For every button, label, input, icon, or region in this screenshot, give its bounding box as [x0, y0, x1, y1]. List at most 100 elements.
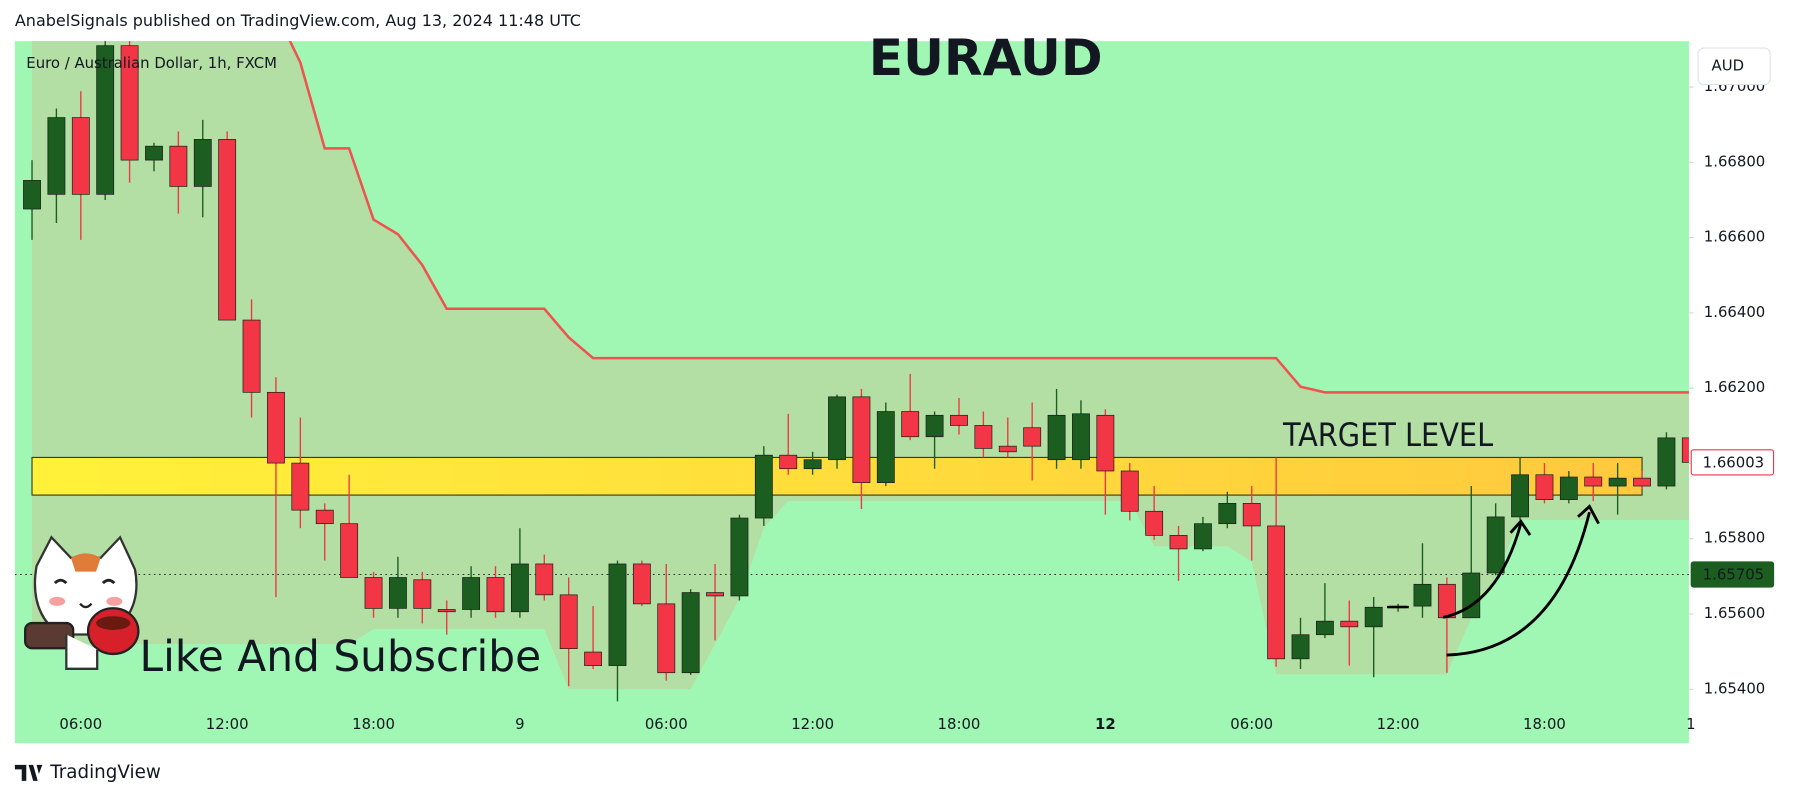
candle-body	[437, 609, 456, 613]
currency-button[interactable]	[1697, 47, 1771, 86]
candle-body	[23, 180, 41, 210]
candle-body	[486, 577, 505, 613]
candle-body	[730, 517, 749, 597]
price-label: 1.66003	[1703, 453, 1764, 471]
currency-label[interactable]: AUD	[1712, 56, 1744, 74]
candle-body	[96, 45, 115, 195]
candle-body	[1194, 523, 1212, 550]
candle-body	[1023, 427, 1042, 447]
candle-body	[1047, 414, 1066, 461]
candle-body	[1413, 583, 1432, 607]
chart-title: EURAUD	[869, 28, 1103, 87]
candle-body	[242, 319, 261, 393]
y-tick-label: 1.65600	[1704, 604, 1765, 622]
x-tick-label: 18:00	[938, 715, 981, 733]
band-line	[288, 41, 1689, 394]
footer-brand: TradingView	[49, 762, 161, 783]
candle-body	[47, 117, 66, 195]
candle-body	[559, 594, 578, 649]
candle-body	[389, 577, 407, 609]
x-tick-label: 06:00	[59, 715, 102, 733]
x-tick-label: 12:00	[206, 715, 249, 733]
price-label: 1.65705	[1703, 566, 1764, 584]
candle-body	[1681, 437, 1689, 463]
candle-body	[706, 592, 724, 597]
candle-body	[145, 145, 163, 161]
candle-body	[1584, 476, 1603, 487]
candle-body	[1242, 503, 1261, 527]
candle-body	[267, 391, 285, 464]
arrow-head	[1577, 504, 1600, 525]
candle-body	[315, 509, 334, 525]
candle-body	[1315, 620, 1334, 636]
candle-body	[657, 603, 676, 674]
x-tick-label: 12:00	[791, 715, 834, 733]
candle-body	[535, 563, 554, 596]
candle-body	[1145, 510, 1164, 536]
publish-header: AnabelSignals published on TradingView.c…	[15, 11, 581, 30]
overlay: TARGET LEVEL1.654001.656001.658001.66000…	[59, 86, 1775, 733]
y-tick-label: 1.65400	[1704, 679, 1765, 697]
x-tick-label: 12	[1095, 715, 1116, 733]
symbol-description: Euro / Australian Dollar, 1h, FXCM	[26, 54, 277, 72]
candle-body	[901, 411, 920, 438]
candle-body	[71, 117, 90, 195]
x-tick-label: 12:00	[1377, 715, 1420, 733]
y-tick-label: 1.66600	[1704, 228, 1765, 246]
plot-area	[14, 41, 1689, 702]
candle-body	[925, 414, 944, 438]
candle-body	[1486, 516, 1505, 574]
candle-body	[1218, 503, 1237, 525]
candle-body	[169, 145, 188, 187]
candle-body	[340, 523, 359, 578]
arrow	[1446, 511, 1591, 657]
candle-body	[632, 563, 651, 605]
y-tick-label: 1.66200	[1704, 378, 1765, 396]
candle-body	[828, 396, 846, 461]
candle-body	[120, 45, 139, 161]
candle-body	[998, 445, 1017, 453]
candle-body	[754, 454, 773, 519]
candle-body	[218, 139, 237, 321]
candle-body	[803, 459, 822, 470]
candle-body	[1608, 477, 1627, 487]
candle-body	[681, 592, 700, 674]
candle-body	[1559, 476, 1578, 500]
candle-body	[1340, 620, 1359, 628]
x-tick-label: 18:00	[1523, 715, 1566, 733]
candle-body	[291, 462, 310, 511]
candle-body	[1462, 572, 1481, 619]
arrow-head	[1509, 519, 1532, 536]
candle-body	[1657, 437, 1676, 487]
target-label: TARGET LEVEL	[1282, 416, 1493, 454]
candle-body	[1072, 413, 1090, 461]
candle-body	[950, 414, 968, 426]
candle-body	[876, 411, 895, 484]
candle-body	[462, 577, 481, 610]
candle-body	[584, 651, 602, 666]
candle-body	[1120, 470, 1139, 512]
candle-body	[510, 563, 529, 613]
x-tick-label: 06:00	[1230, 715, 1273, 733]
candle-body	[1633, 477, 1651, 487]
price-label-box	[1690, 561, 1775, 588]
candle-body	[974, 425, 993, 449]
y-tick-label: 1.66400	[1704, 303, 1765, 321]
x-tick-label: 9	[515, 715, 524, 733]
candle-body	[1169, 535, 1188, 550]
like-subscribe-text: Like And Subscribe	[140, 632, 542, 681]
y-tick-label: 1.66800	[1704, 152, 1765, 170]
arrow	[1442, 523, 1523, 619]
tradingview-logo	[14, 764, 43, 781]
candle-body	[1291, 634, 1310, 660]
candle-body	[364, 577, 383, 609]
candle-body	[1267, 525, 1286, 660]
candle-body	[193, 139, 212, 187]
cat-sticker	[24, 535, 140, 670]
candle-body	[608, 563, 627, 666]
price-label-box	[1690, 449, 1775, 476]
y-tick-label: 1.65800	[1704, 529, 1765, 547]
candle-body	[779, 454, 798, 470]
candle-body	[1364, 606, 1383, 628]
